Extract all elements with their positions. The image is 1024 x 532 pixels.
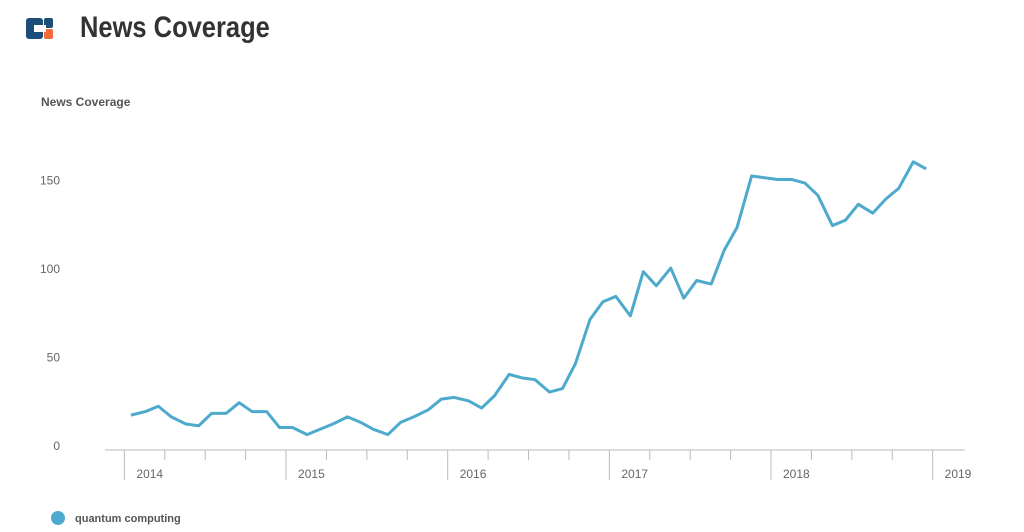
x-tick-label: 2015 — [298, 467, 325, 481]
y-tick-label: 100 — [40, 262, 60, 276]
x-tick-label: 2014 — [136, 467, 163, 481]
chart-title: News Coverage — [41, 95, 131, 109]
legend-label: quantum computing — [75, 513, 181, 525]
y-tick-label: 50 — [47, 351, 61, 365]
x-tick-label: 2019 — [945, 467, 972, 481]
x-tick-label: 2017 — [621, 467, 648, 481]
y-tick-label: 150 — [40, 173, 60, 187]
y-tick-label: 0 — [53, 439, 60, 453]
logo — [26, 18, 53, 39]
x-tick-label: 2018 — [783, 467, 810, 481]
line — [130, 160, 927, 437]
page-title: News Coverage — [80, 10, 270, 43]
x-tick-label: 2016 — [460, 467, 487, 481]
legend-swatch — [51, 511, 65, 525]
